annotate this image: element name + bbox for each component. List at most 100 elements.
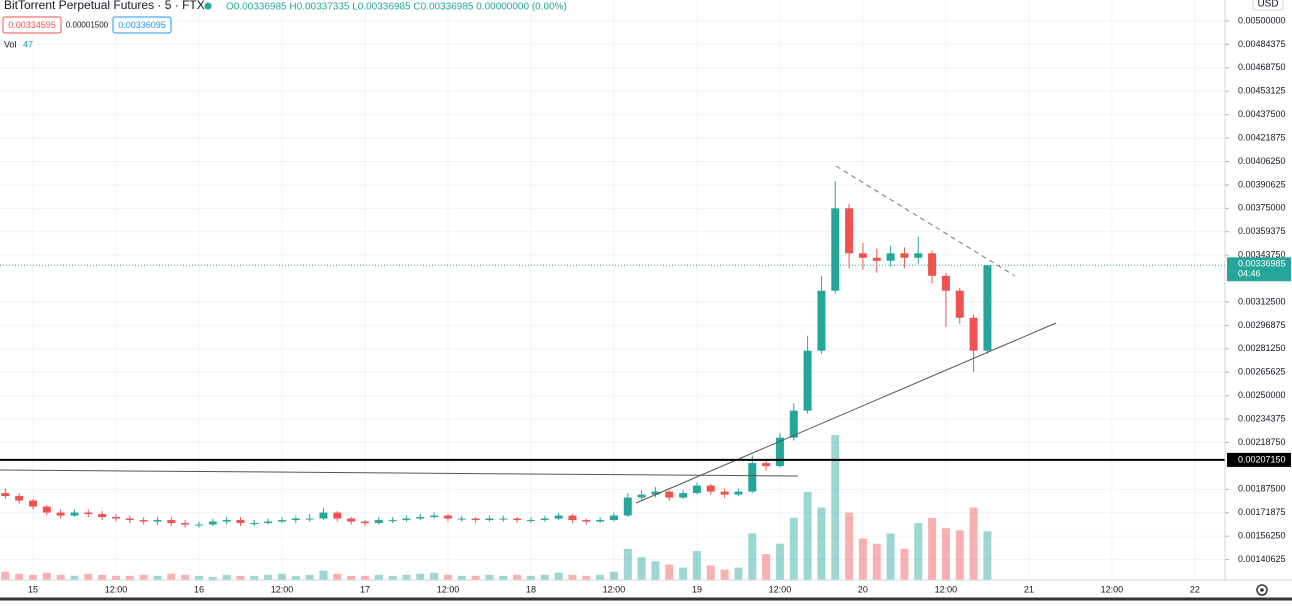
volume-bar (153, 575, 162, 580)
volume-bar (28, 574, 37, 580)
ask-price: 0.00336095 (118, 20, 166, 30)
candle-body (167, 520, 176, 524)
candle-body (360, 521, 369, 524)
volume-bar (443, 574, 452, 580)
price-label-box (1227, 257, 1291, 282)
y-tick-label: 0.00234375 (1238, 413, 1286, 423)
candle-body (319, 512, 328, 519)
candle-body (554, 515, 563, 519)
candle-body (914, 253, 923, 258)
volume-bar (540, 574, 549, 580)
candle-body (153, 520, 162, 522)
candle-body (775, 437, 784, 467)
volume-bar (748, 533, 757, 580)
candle-body (789, 410, 798, 438)
candle-body (540, 518, 549, 521)
x-tick-label: 12:00 (271, 584, 294, 594)
volume-bar (955, 530, 964, 580)
candle-body (70, 512, 79, 516)
price-label: 0.00336985 (1238, 259, 1286, 269)
volume-bar (526, 575, 535, 580)
level-label-box (1227, 452, 1291, 467)
candle-body (98, 514, 107, 518)
candle-body (347, 518, 356, 522)
candle-body (720, 491, 729, 495)
candle-body (84, 512, 93, 515)
candle-body (692, 485, 701, 494)
volume-bar (623, 548, 632, 580)
volume-bar (637, 557, 646, 580)
x-tick-label: 12:00 (935, 584, 958, 594)
candle-body (264, 521, 273, 524)
candle-body (526, 520, 535, 522)
volume-bar (734, 567, 743, 580)
y-tick-label: 0.00171875 (1238, 507, 1286, 517)
y-tick-label: 0.00156250 (1238, 531, 1286, 541)
volume-bar (402, 574, 411, 580)
volume-bar (457, 575, 466, 580)
candle-body (236, 520, 245, 524)
volume-bar (416, 573, 425, 580)
candle-body (222, 520, 231, 522)
x-tick-label: 15 (28, 584, 38, 594)
volume-bar (775, 543, 784, 580)
candle-body (969, 317, 978, 351)
volume-bar (264, 574, 273, 580)
volume-bar (817, 507, 826, 580)
candle-body (665, 491, 674, 498)
ask-box[interactable] (112, 16, 172, 34)
y-tick-label: 0.00468750 (1238, 62, 1286, 72)
volume-bar (56, 574, 65, 580)
candle-body (402, 518, 411, 521)
volume-bar (596, 574, 605, 580)
candle-body (125, 518, 134, 521)
candle-body (194, 524, 203, 526)
candle-body (471, 518, 480, 521)
candle-body (582, 520, 591, 522)
ohlc-legend: O0.00336985 H0.00337335 L0.00336985 C0.0… (226, 2, 567, 13)
candle-body (28, 500, 37, 507)
candle-body (1, 493, 10, 497)
currency: USD (1257, 0, 1278, 10)
volume-bar (914, 523, 923, 580)
bid-box[interactable] (2, 16, 62, 34)
y-tick-label: 0.00453125 (1238, 86, 1286, 96)
level-label: 0.00207150 (1238, 454, 1286, 464)
candle-body (499, 518, 508, 520)
volume-bar (513, 574, 522, 580)
volume-bar (928, 517, 937, 580)
symbol-title: BitTorrent Perpetual Futures · 5 · FTX (4, 0, 205, 12)
volume-layer (1, 435, 992, 580)
x-tick-label: 12:00 (105, 584, 128, 594)
price-axis-panel (1225, 0, 1292, 580)
volume-bar (236, 575, 245, 580)
candle-body (485, 518, 494, 521)
volume-bar (941, 528, 950, 580)
grid-layer (0, 0, 1225, 580)
volume-bar (98, 574, 107, 580)
volume-bar (70, 575, 79, 580)
candle-body (734, 491, 743, 495)
volume-bar (181, 574, 190, 580)
y-tick-label: 0.00187500 (1238, 484, 1286, 494)
volume-bar (609, 571, 618, 580)
candle-body (291, 518, 300, 521)
y-tick-label: 0.00218750 (1238, 437, 1286, 447)
candle-body (15, 496, 24, 501)
y-tick-label: 0.00343750 (1238, 250, 1286, 260)
candle-body (596, 520, 605, 522)
settings-icon[interactable] (1256, 584, 1268, 596)
candle-body (568, 515, 577, 521)
x-tick-label: 16 (194, 584, 204, 594)
volume-bar (42, 572, 51, 580)
candle-body (817, 290, 826, 351)
candle-body (208, 521, 217, 525)
x-tick-label: 12:00 (769, 584, 792, 594)
volume-bar (277, 573, 286, 580)
trend-line (0, 469, 799, 477)
volume-bar (430, 572, 439, 580)
volume-bar (167, 573, 176, 580)
volume-bar (347, 575, 356, 580)
